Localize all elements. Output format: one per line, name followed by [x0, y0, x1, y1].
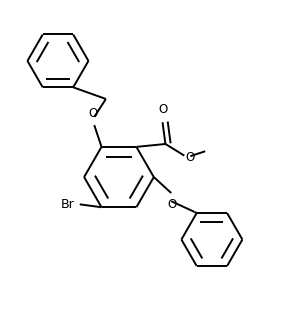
Text: O: O [158, 103, 167, 116]
Text: O: O [89, 107, 98, 120]
Text: O: O [186, 151, 195, 164]
Text: O: O [168, 198, 177, 211]
Text: Br: Br [61, 198, 75, 211]
